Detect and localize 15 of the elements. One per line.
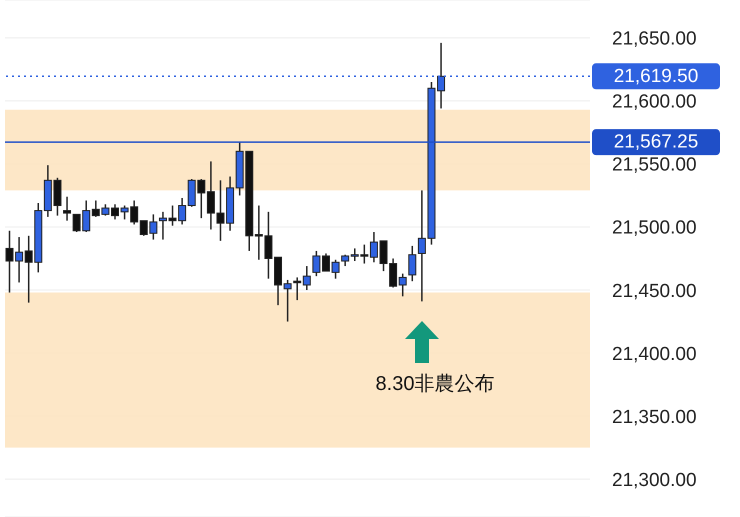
y-tick-label: 21,500.00 (612, 218, 697, 239)
y-tick-label: 21,600.00 (612, 92, 697, 113)
annotation: 8.30非農公布 (374, 372, 496, 397)
y-tick-label: 21,300.00 (612, 470, 697, 491)
y-tick-label: 21,350.00 (612, 406, 697, 428)
y-tick-label: 21,400.00 (612, 344, 697, 365)
y-tick-label: 21,450.00 (612, 280, 697, 302)
candlestick (63, 196, 72, 222)
ref-line-label: 21,567.25 (614, 132, 698, 153)
candlestick (302, 265, 311, 291)
y-tick-label: 21,650.00 (612, 28, 697, 50)
y-tick-label: 21,550.00 (612, 154, 697, 176)
candlestick (293, 276, 302, 301)
candlestick (408, 245, 416, 282)
ref-line-label: 21,619.50 (614, 66, 698, 87)
